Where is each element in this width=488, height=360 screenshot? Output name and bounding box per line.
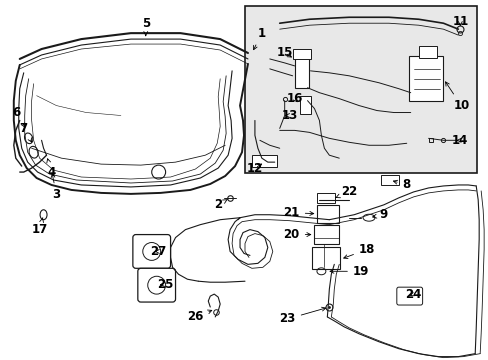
Text: 11: 11 <box>451 15 468 28</box>
Bar <box>294 53 309 88</box>
Bar <box>317 205 339 223</box>
Text: 14: 14 <box>451 134 468 147</box>
FancyBboxPatch shape <box>396 287 422 305</box>
Text: 4: 4 <box>47 159 56 179</box>
Bar <box>299 96 311 113</box>
Text: 17: 17 <box>31 218 48 236</box>
Text: 20: 20 <box>283 228 310 241</box>
Bar <box>312 247 340 269</box>
FancyBboxPatch shape <box>133 235 170 268</box>
Text: 15: 15 <box>276 46 292 59</box>
Text: 23: 23 <box>279 307 325 325</box>
Bar <box>314 225 339 244</box>
Text: 24: 24 <box>405 288 421 301</box>
Text: 2: 2 <box>214 198 227 211</box>
Text: 22: 22 <box>335 185 357 198</box>
Text: 5: 5 <box>142 17 150 36</box>
Text: 12: 12 <box>246 162 263 175</box>
Bar <box>418 46 436 58</box>
Text: 8: 8 <box>393 179 410 192</box>
Text: 26: 26 <box>187 310 211 323</box>
Text: 21: 21 <box>283 206 313 219</box>
Text: 18: 18 <box>343 243 374 258</box>
Text: 16: 16 <box>286 92 302 105</box>
Text: 27: 27 <box>150 245 166 258</box>
Text: 7: 7 <box>20 122 32 142</box>
Text: 13: 13 <box>281 109 297 122</box>
Text: 10: 10 <box>445 82 468 112</box>
Bar <box>292 49 311 59</box>
Bar <box>251 155 276 167</box>
Text: 19: 19 <box>329 265 368 278</box>
Text: 6: 6 <box>13 106 25 127</box>
Bar <box>317 193 335 203</box>
Text: 3: 3 <box>51 174 61 201</box>
FancyBboxPatch shape <box>138 268 175 302</box>
Bar <box>408 56 443 100</box>
Bar <box>380 175 398 185</box>
Text: 9: 9 <box>372 208 387 221</box>
Bar <box>244 6 476 173</box>
Text: 25: 25 <box>157 278 173 291</box>
Text: 1: 1 <box>253 27 265 50</box>
